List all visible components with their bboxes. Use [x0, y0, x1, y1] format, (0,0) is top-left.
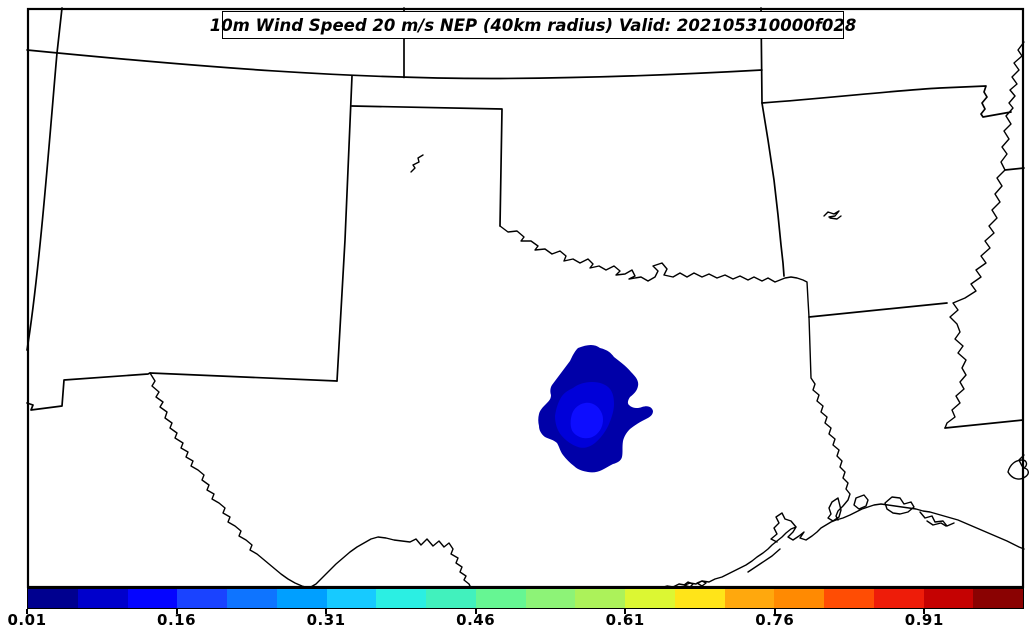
colorbar-tick: [175, 609, 178, 614]
colorbar-tick: [624, 609, 627, 614]
contour-fill-level3: [570, 402, 604, 439]
colorbar-segment-16: [774, 589, 824, 608]
colorbar-tick-label: 0.16: [157, 611, 197, 629]
colorbar-tick-label: 0.31: [306, 611, 346, 629]
nep-contours: [538, 345, 653, 473]
colorbar-tick-label: 0.61: [605, 611, 645, 629]
colorbar: [27, 588, 1024, 609]
river-rio-grande: [149, 372, 472, 589]
lake-meredith: [410, 154, 424, 173]
colorbar-segment-5: [227, 589, 277, 608]
lake-atchafalaya: [1007, 459, 1029, 480]
colorbar-segment-3: [127, 589, 178, 608]
state-border-ok-ar: [761, 102, 785, 277]
colorbar-segment-8: [376, 589, 426, 608]
marsh-louisiana-2: [926, 520, 947, 527]
state-borders: [26, 7, 1029, 589]
lake-calcasieu: [853, 494, 869, 510]
state-border-ar-la: [808, 302, 948, 318]
colorbar-segment-13: [625, 589, 675, 608]
state-border-la-ms: [944, 419, 1024, 429]
lake-grand-white: [884, 496, 915, 515]
marsh-louisiana-1: [919, 511, 955, 527]
map-frame: [26, 7, 1025, 589]
colorbar-tick: [474, 609, 477, 614]
colorbar-segment-9: [426, 589, 476, 608]
state-border-32n: [149, 372, 338, 382]
colorbar-segment-6: [276, 589, 327, 608]
colorbar-tick: [26, 609, 28, 614]
colorbar-segment-20: [973, 589, 1023, 608]
state-border-109w-meridian: [26, 7, 63, 351]
title-box: 10m Wind Speed 20 m/s NEP (40km radius) …: [210, 11, 856, 39]
colorbar-tick-label: 0.76: [755, 611, 795, 629]
state-border-nm-tx: [336, 75, 353, 382]
colorbar-segment-18: [873, 589, 924, 608]
colorbar-segment-7: [326, 589, 377, 608]
islet-coastal-2: [696, 580, 707, 587]
state-border-35n: [1004, 167, 1025, 171]
colorbar-segment-4: [177, 589, 227, 608]
page-title: 10m Wind Speed 20 m/s NEP (40km radius) …: [209, 15, 857, 35]
colorbar-tick: [923, 609, 926, 614]
river-arkansas-squiggle-2: [829, 215, 842, 220]
coastline-barrier-island: [747, 548, 781, 573]
lake-sabine: [827, 497, 842, 522]
river-sabine-tx-la: [808, 316, 851, 521]
colorbar-segment-14: [674, 589, 725, 608]
colorbar-segment-19: [923, 589, 974, 608]
colorbar-tick: [325, 609, 328, 614]
coastline-gulf: [659, 503, 1025, 589]
river-mississippi: [944, 41, 1025, 429]
colorbar-segment-12: [575, 589, 625, 608]
colorbar-segment-15: [724, 589, 775, 608]
bay-galveston: [770, 512, 797, 543]
colorbar-tick-label: 0.46: [456, 611, 496, 629]
colorbar-segment-2: [77, 589, 128, 608]
colorbar-segment-11: [525, 589, 576, 608]
colorbar-segment-10: [475, 589, 526, 608]
river-arkansas-squiggle: [823, 210, 840, 218]
colorbar-tick: [773, 609, 776, 614]
state-border-ok-panhandle: [351, 105, 503, 227]
state-border-mo-ar-bootheel: [761, 85, 1012, 118]
colorbar-segment-1: [28, 589, 78, 608]
river-red-river: [499, 225, 810, 318]
state-border-37n-parallel: [26, 49, 763, 80]
colorbar-tick-label: 0.01: [7, 611, 47, 629]
state-border-nm-mexico: [26, 372, 151, 411]
colorbar-segment-17: [824, 589, 874, 608]
colorbar-tick-label: 0.91: [904, 611, 944, 629]
